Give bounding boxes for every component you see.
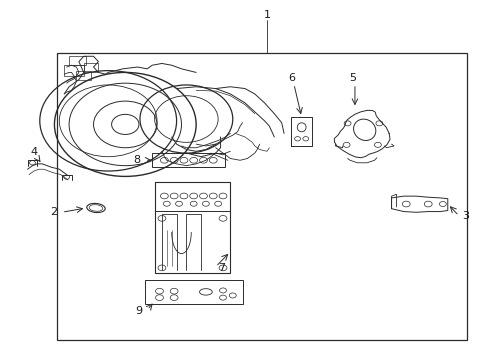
- Bar: [155, 182, 230, 273]
- Bar: [145, 280, 243, 304]
- Text: 7: 7: [218, 263, 225, 273]
- Bar: [76, 71, 91, 80]
- Text: 2: 2: [50, 207, 57, 217]
- Bar: [69, 56, 86, 65]
- Text: 4: 4: [30, 147, 37, 157]
- Text: 8: 8: [133, 155, 140, 165]
- Text: 6: 6: [288, 73, 295, 83]
- Bar: [64, 65, 84, 76]
- Bar: [152, 153, 225, 167]
- Bar: [57, 53, 467, 339]
- Bar: [155, 182, 230, 211]
- Bar: [84, 63, 98, 72]
- Text: 9: 9: [135, 306, 143, 316]
- Text: 1: 1: [264, 10, 270, 21]
- Text: 3: 3: [463, 211, 469, 221]
- Text: 5: 5: [349, 73, 356, 83]
